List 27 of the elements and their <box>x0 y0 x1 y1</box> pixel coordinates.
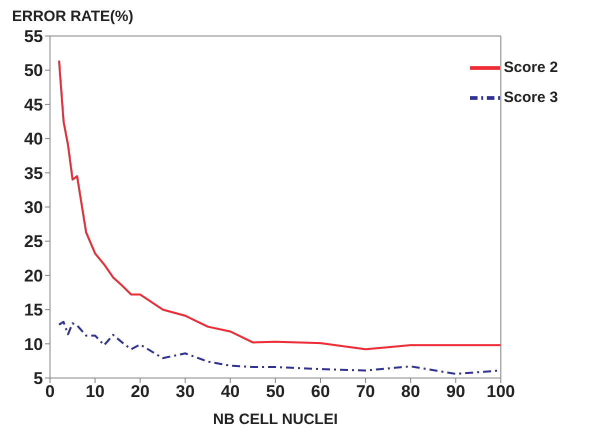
y-tick-label: 30 <box>24 198 43 218</box>
x-tick-label: 60 <box>311 382 330 402</box>
x-tick-label: 50 <box>266 382 285 402</box>
y-axis-title: ERROR RATE(%) <box>12 8 134 25</box>
x-tick-label: 30 <box>176 382 195 402</box>
x-tick-label: 40 <box>220 382 240 402</box>
x-tick-label: 80 <box>401 382 420 402</box>
y-tick-label: 50 <box>24 61 43 80</box>
legend-label: Score 2 <box>504 58 558 76</box>
x-tick-label: 10 <box>86 382 105 402</box>
x-tick-label: 90 <box>446 382 466 402</box>
y-tick-label: 55 <box>24 27 43 46</box>
y-tick-label: 5 <box>34 369 43 388</box>
x-axis-title: NB CELL NUCLEI <box>213 411 338 428</box>
legend-label: Score 3 <box>504 88 558 106</box>
x-tick-label: 0 <box>45 382 55 402</box>
y-tick-label: 35 <box>24 164 43 183</box>
x-tick-label: 20 <box>130 382 150 402</box>
y-tick-label: 40 <box>24 130 43 149</box>
x-tick-label: 100 <box>486 382 515 402</box>
y-tick-label: 20 <box>24 266 43 286</box>
x-tick-label: 70 <box>356 382 376 402</box>
line-series <box>58 60 501 350</box>
y-tick-label: 10 <box>24 334 43 354</box>
y-tick-label: 45 <box>24 95 43 114</box>
y-tick-label: 25 <box>24 232 43 252</box>
y-tick-label: 15 <box>24 300 43 320</box>
